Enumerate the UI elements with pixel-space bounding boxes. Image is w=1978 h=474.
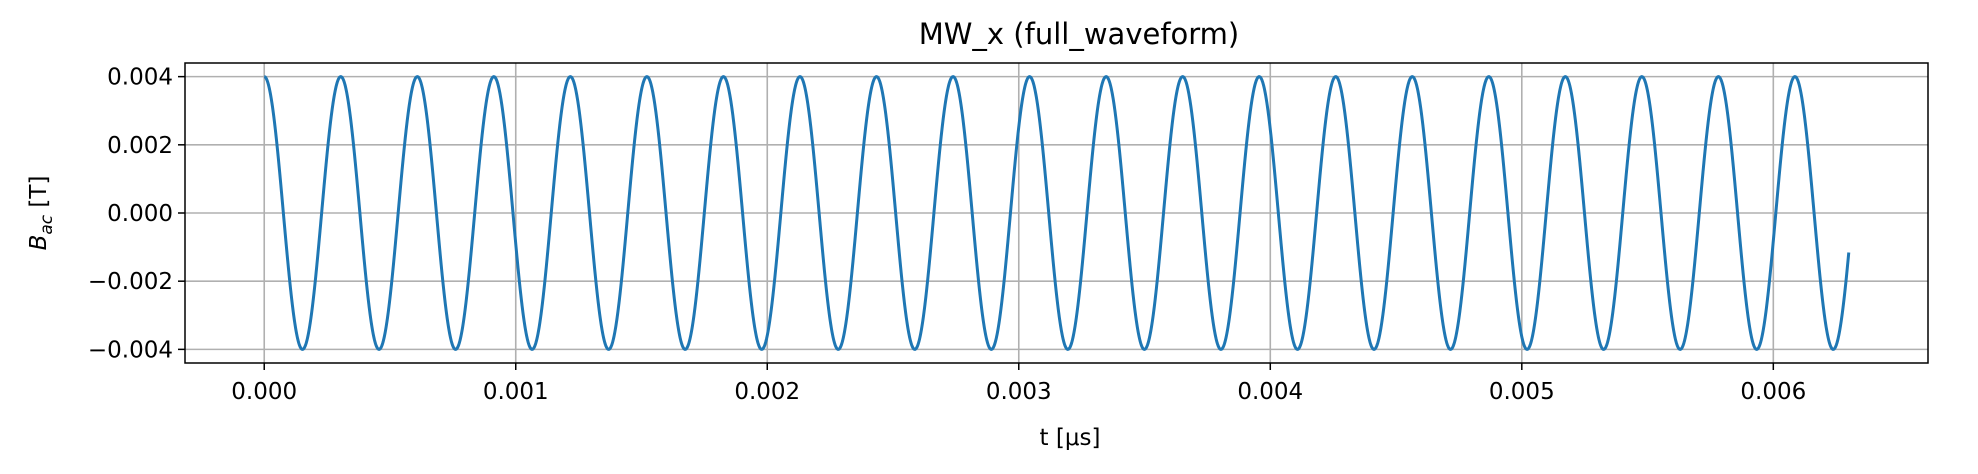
x-tick-label: 0.001 xyxy=(483,379,549,405)
x-tick-label: 0.002 xyxy=(734,379,800,405)
grid xyxy=(185,63,1928,363)
series-layer xyxy=(263,75,1851,351)
y-axis-label: Bac [T] xyxy=(26,176,57,251)
y-tick-label: 0.002 xyxy=(107,133,173,159)
x-axis-label: t [μs] xyxy=(1040,425,1101,451)
x-tick-label: 0.003 xyxy=(986,379,1052,405)
x-tick-label: 0.005 xyxy=(1489,379,1555,405)
x-axis: 0.000 0.001 0.002 0.003 0.004 0.005 0.006 xyxy=(231,363,1806,405)
y-tick-label: 0.004 xyxy=(107,65,173,91)
chart-title: MW_x (full_waveform) xyxy=(919,17,1240,51)
y-tick-label: −0.002 xyxy=(88,269,173,295)
y-axis: 0.004 0.002 0.000 −0.002 −0.004 xyxy=(88,65,185,363)
x-tick-label: 0.004 xyxy=(1237,379,1303,405)
x-tick-label: 0.000 xyxy=(231,379,297,405)
series-line xyxy=(263,75,1851,351)
y-tick-label: −0.004 xyxy=(88,337,173,363)
y-tick-label: 0.000 xyxy=(107,201,173,227)
x-tick-label: 0.006 xyxy=(1740,379,1806,405)
